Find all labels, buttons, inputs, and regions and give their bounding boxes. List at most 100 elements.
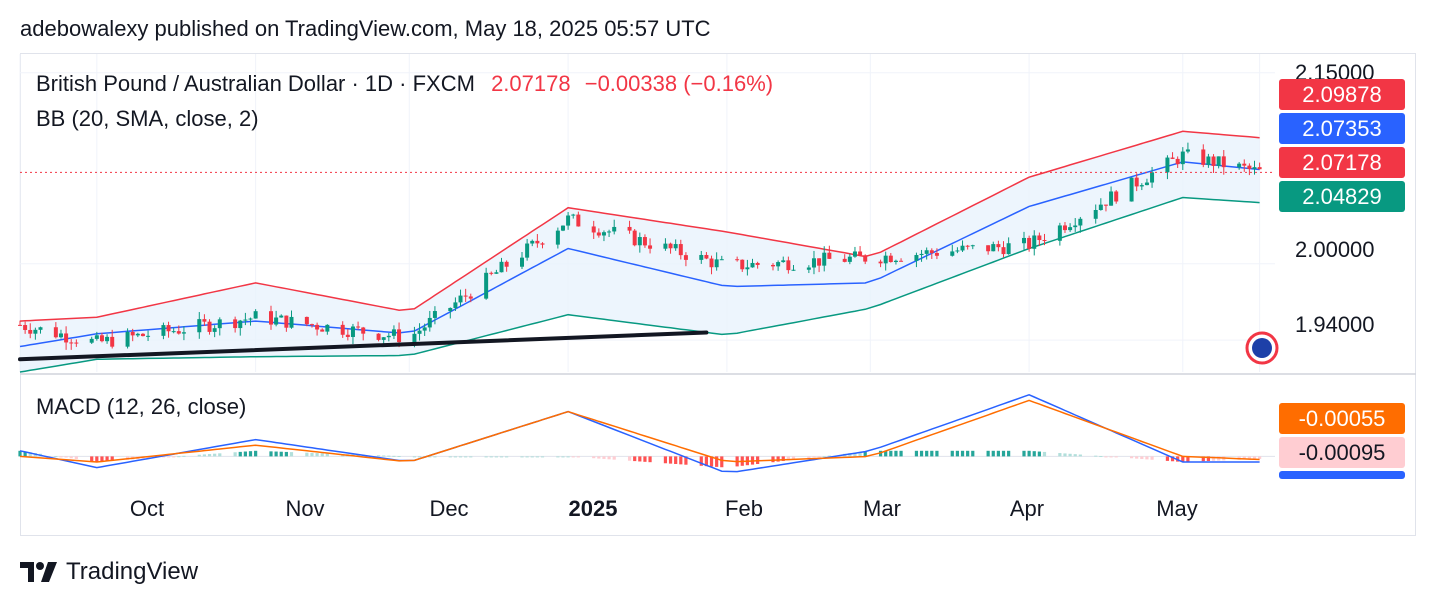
candle-body (950, 251, 955, 256)
macd-histogram-bar (991, 450, 995, 457)
candle-body (699, 254, 704, 260)
candle-body (253, 311, 258, 319)
macd-histogram-bar (966, 450, 970, 457)
macd-histogram-bar (899, 450, 903, 457)
macd-histogram-bar (566, 456, 570, 458)
candle-body (560, 225, 565, 231)
candle-body (238, 320, 243, 329)
candle-body (1150, 172, 1155, 183)
candle-body (146, 335, 151, 337)
candle-body (648, 245, 653, 249)
candle-body (1221, 156, 1226, 168)
macd-legend[interactable]: MACD (12, 26, close) (36, 394, 247, 419)
macd-histogram-bar (74, 456, 78, 460)
candle-body (1062, 225, 1067, 231)
macd-histogram-bar (878, 450, 883, 457)
macd-histogram-bar (146, 456, 150, 459)
candle-body (632, 230, 637, 246)
support-trendline (18, 330, 709, 362)
macd-histogram-bar (602, 456, 606, 459)
macd-histogram-bar (1078, 454, 1082, 457)
candle-body (781, 260, 786, 263)
macd-histogram-bar (18, 450, 22, 457)
macd-histogram-bar (535, 456, 539, 458)
candle-body (1078, 218, 1083, 226)
candle-body (704, 254, 709, 259)
macd-histogram-bar (1135, 456, 1139, 459)
candle-body (243, 319, 248, 321)
candle-body (1042, 240, 1047, 242)
candle-body (217, 319, 222, 329)
candle-body (771, 264, 775, 267)
macd-histogram-bar (453, 456, 458, 458)
candle-body (986, 245, 991, 252)
macd-histogram-bar (561, 456, 565, 458)
macd-histogram-bar (284, 451, 288, 457)
candle-body (627, 226, 632, 231)
candle-body (596, 232, 601, 236)
macd-histogram-bar (884, 450, 888, 457)
candle-body (776, 262, 781, 267)
macd-histogram-bar (376, 455, 381, 457)
candle-body (1175, 158, 1180, 165)
candle-body (1257, 167, 1262, 170)
candle-body (468, 296, 473, 299)
tradingview-brand[interactable]: TradingView (20, 558, 198, 586)
macd-histogram-bar (28, 452, 32, 457)
macd-histogram-bar (858, 452, 862, 457)
macd-histogram-bar (469, 456, 473, 458)
candle-body (555, 230, 560, 245)
macd-histogram-bar (863, 451, 867, 457)
candle-body (397, 329, 402, 343)
candle-body (924, 250, 929, 254)
candle-body (350, 326, 355, 337)
bb-basis-tag: 2.07353 (1279, 113, 1405, 144)
macd-histogram-bar (556, 456, 560, 458)
macd-histogram-bar (1252, 456, 1257, 460)
bb-legend[interactable]: BB (20, SMA, close, 2) (36, 106, 259, 131)
macd-histogram-bar (1037, 451, 1041, 457)
macd-histogram-bar (69, 456, 73, 459)
candle-body (412, 333, 417, 343)
symbol-legend[interactable]: British Pound / Australian Dollar · 1D ·… (36, 71, 773, 97)
candle-body (1129, 177, 1134, 202)
candle-body (960, 245, 965, 251)
candle-body (489, 272, 494, 274)
candle-body (325, 324, 330, 332)
macd-histogram-bar (914, 450, 919, 457)
candle-body (105, 336, 110, 342)
candle-body (197, 319, 202, 333)
candle-body (269, 311, 273, 325)
macd-histogram-bar (448, 456, 452, 458)
macd-histogram-bar (986, 450, 990, 457)
macd-histogram-bar (643, 456, 647, 462)
candle-body (99, 335, 104, 342)
macd-histogram-bar (392, 455, 396, 457)
candle-body (683, 255, 688, 260)
macd-histogram-bar (197, 454, 201, 457)
candle-body (33, 329, 38, 334)
macd-histogram-bar (54, 456, 58, 458)
candle-body (422, 327, 427, 331)
candle-body (381, 337, 386, 340)
candle-body (1201, 149, 1206, 165)
candle-body (23, 325, 28, 330)
macd-histogram-bar (1201, 456, 1205, 462)
symbol-name: British Pound / Australian Dollar · 1D ·… (36, 71, 475, 96)
brand-name: TradingView (66, 558, 199, 585)
candle-body (135, 333, 140, 336)
candle-body (391, 329, 396, 336)
macd-histogram-bar (1027, 450, 1031, 457)
candle-body (417, 330, 422, 334)
candle-body (899, 260, 904, 262)
signal-line (19, 399, 1260, 463)
candle-body (740, 259, 745, 270)
macd-histogram-bar (1073, 454, 1077, 457)
candle-body (750, 262, 755, 268)
candle-body (64, 333, 69, 343)
macd-histogram-bar (505, 456, 509, 458)
macd-histogram-bar (356, 454, 360, 457)
macd-histogram-bar (1058, 453, 1062, 457)
macd-histogram-bar (827, 455, 831, 457)
